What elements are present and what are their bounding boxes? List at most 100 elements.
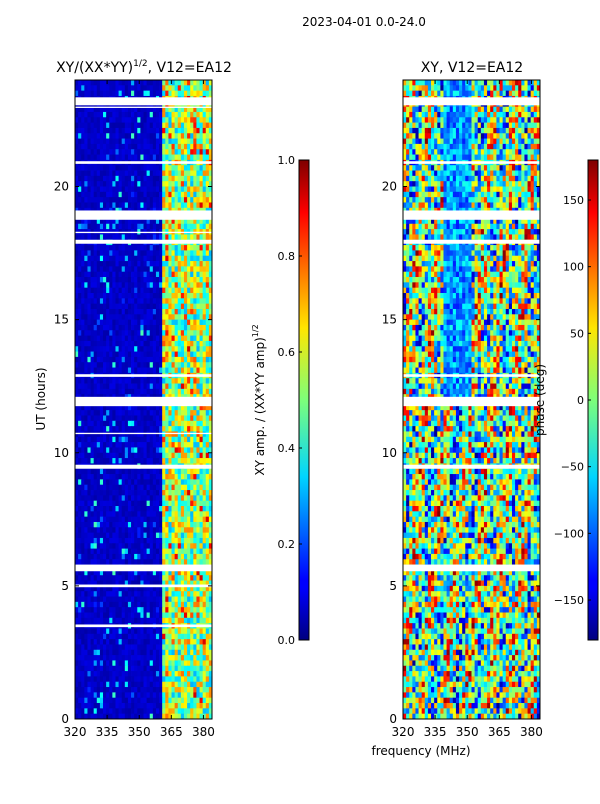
heatmap-cell (118, 633, 123, 640)
heatmap-cell (190, 122, 194, 129)
heatmap-cell (190, 596, 194, 603)
heatmap-cell (137, 596, 141, 603)
heatmap-cell (96, 330, 101, 336)
heatmap-cell (183, 506, 188, 512)
heatmap-cell (183, 330, 188, 336)
heatmap-cell (159, 165, 163, 171)
heatmap-cell (78, 356, 82, 363)
heatmap-cell (124, 644, 129, 651)
heatmap-cell (87, 495, 91, 502)
heatmap-cell (202, 527, 207, 534)
heatmap-cell (131, 575, 135, 581)
heatmap-cell (202, 175, 207, 182)
heatmap-cell (149, 234, 154, 241)
heatmap-cell (165, 250, 169, 257)
heatmap-cell (143, 537, 148, 544)
heatmap-cell (196, 340, 200, 347)
heatmap-cell (174, 458, 179, 464)
heatmap-cell (81, 655, 85, 661)
heatmap-cell (146, 154, 151, 161)
heatmap-cell (96, 80, 101, 86)
heatmap-cell (140, 287, 144, 294)
heatmap-cell (177, 346, 182, 352)
heatmap-cell (199, 479, 204, 486)
heatmap-cell (177, 303, 182, 310)
heatmap-cell (208, 346, 213, 352)
heatmap-cell (190, 644, 194, 651)
heatmap-cell (143, 330, 148, 336)
heatmap-cell (202, 340, 207, 347)
heatmap-cell (187, 671, 191, 677)
heatmap-cell (137, 378, 141, 384)
heatmap-cell (168, 186, 172, 193)
heatmap-cell (137, 649, 141, 656)
heatmap-cell (140, 569, 144, 576)
heatmap-cell (149, 335, 154, 342)
heatmap-cell (78, 617, 82, 624)
heatmap-cell (137, 580, 141, 587)
heatmap-cell (93, 133, 98, 139)
heatmap-cell (174, 138, 179, 145)
heatmap-cell (149, 111, 154, 118)
heatmap-cell (187, 516, 191, 523)
heatmap-cell (112, 431, 116, 438)
heatmap-cell (137, 362, 141, 368)
heatmap-cell (183, 591, 188, 597)
heatmap-cell (112, 452, 116, 459)
heatmap-cell (155, 452, 160, 459)
heatmap-cell (180, 644, 185, 651)
heatmap-cell (196, 362, 200, 368)
heatmap-cell (149, 314, 154, 321)
heatmap-cell (75, 255, 79, 262)
heatmap-cell (180, 436, 185, 443)
heatmap-cell (146, 490, 151, 496)
heatmap-cell (155, 671, 160, 677)
heatmap-cell (87, 175, 91, 182)
heatmap-cell (155, 170, 160, 177)
heatmap-cell (127, 671, 132, 677)
heatmap-cell (187, 303, 191, 310)
heatmap-cell (93, 388, 98, 395)
heatmap-cell (115, 202, 119, 209)
heatmap-cell (180, 655, 185, 661)
heatmap-cell (152, 378, 157, 384)
heatmap-cell (106, 191, 110, 198)
heatmap-cell (124, 676, 129, 683)
heatmap-cell (121, 356, 126, 363)
heatmap-cell (208, 580, 213, 587)
heatmap-cell (199, 436, 204, 443)
heatmap-cell (106, 484, 110, 491)
heatmap-cell (190, 378, 194, 384)
heatmap-cell (131, 420, 135, 427)
heatmap-cell (177, 117, 182, 124)
heatmap-cell (171, 383, 176, 390)
heatmap-cell (103, 628, 107, 635)
heatmap-cell (190, 154, 194, 161)
heatmap-cell (137, 474, 141, 480)
heatmap-cell (205, 335, 210, 342)
heatmap-cell (131, 516, 135, 523)
heatmap-cell (193, 111, 197, 118)
heatmap-cell (187, 85, 191, 92)
heatmap-cell (152, 543, 157, 550)
heatmap-cell (134, 191, 138, 198)
heatmap-cell (93, 303, 98, 310)
heatmap-cell (196, 537, 200, 544)
heatmap-cell (137, 149, 141, 155)
heatmap-cell (87, 676, 91, 683)
heatmap-cell (155, 633, 160, 640)
heatmap-cell (109, 324, 113, 331)
heatmap-cell (93, 607, 98, 613)
heatmap-cell (99, 575, 104, 581)
heatmap-cell (143, 676, 148, 683)
heatmap-cell (168, 458, 172, 464)
heatmap-cell (177, 468, 182, 475)
heatmap-cell (84, 639, 88, 645)
heatmap-cell (127, 138, 132, 145)
heatmap-cell (180, 223, 185, 230)
heatmap-cell (193, 532, 197, 539)
heatmap-cell (140, 149, 144, 155)
heatmap-cell (174, 580, 179, 587)
heatmap-cell (180, 415, 185, 422)
heatmap-cell (137, 138, 141, 145)
